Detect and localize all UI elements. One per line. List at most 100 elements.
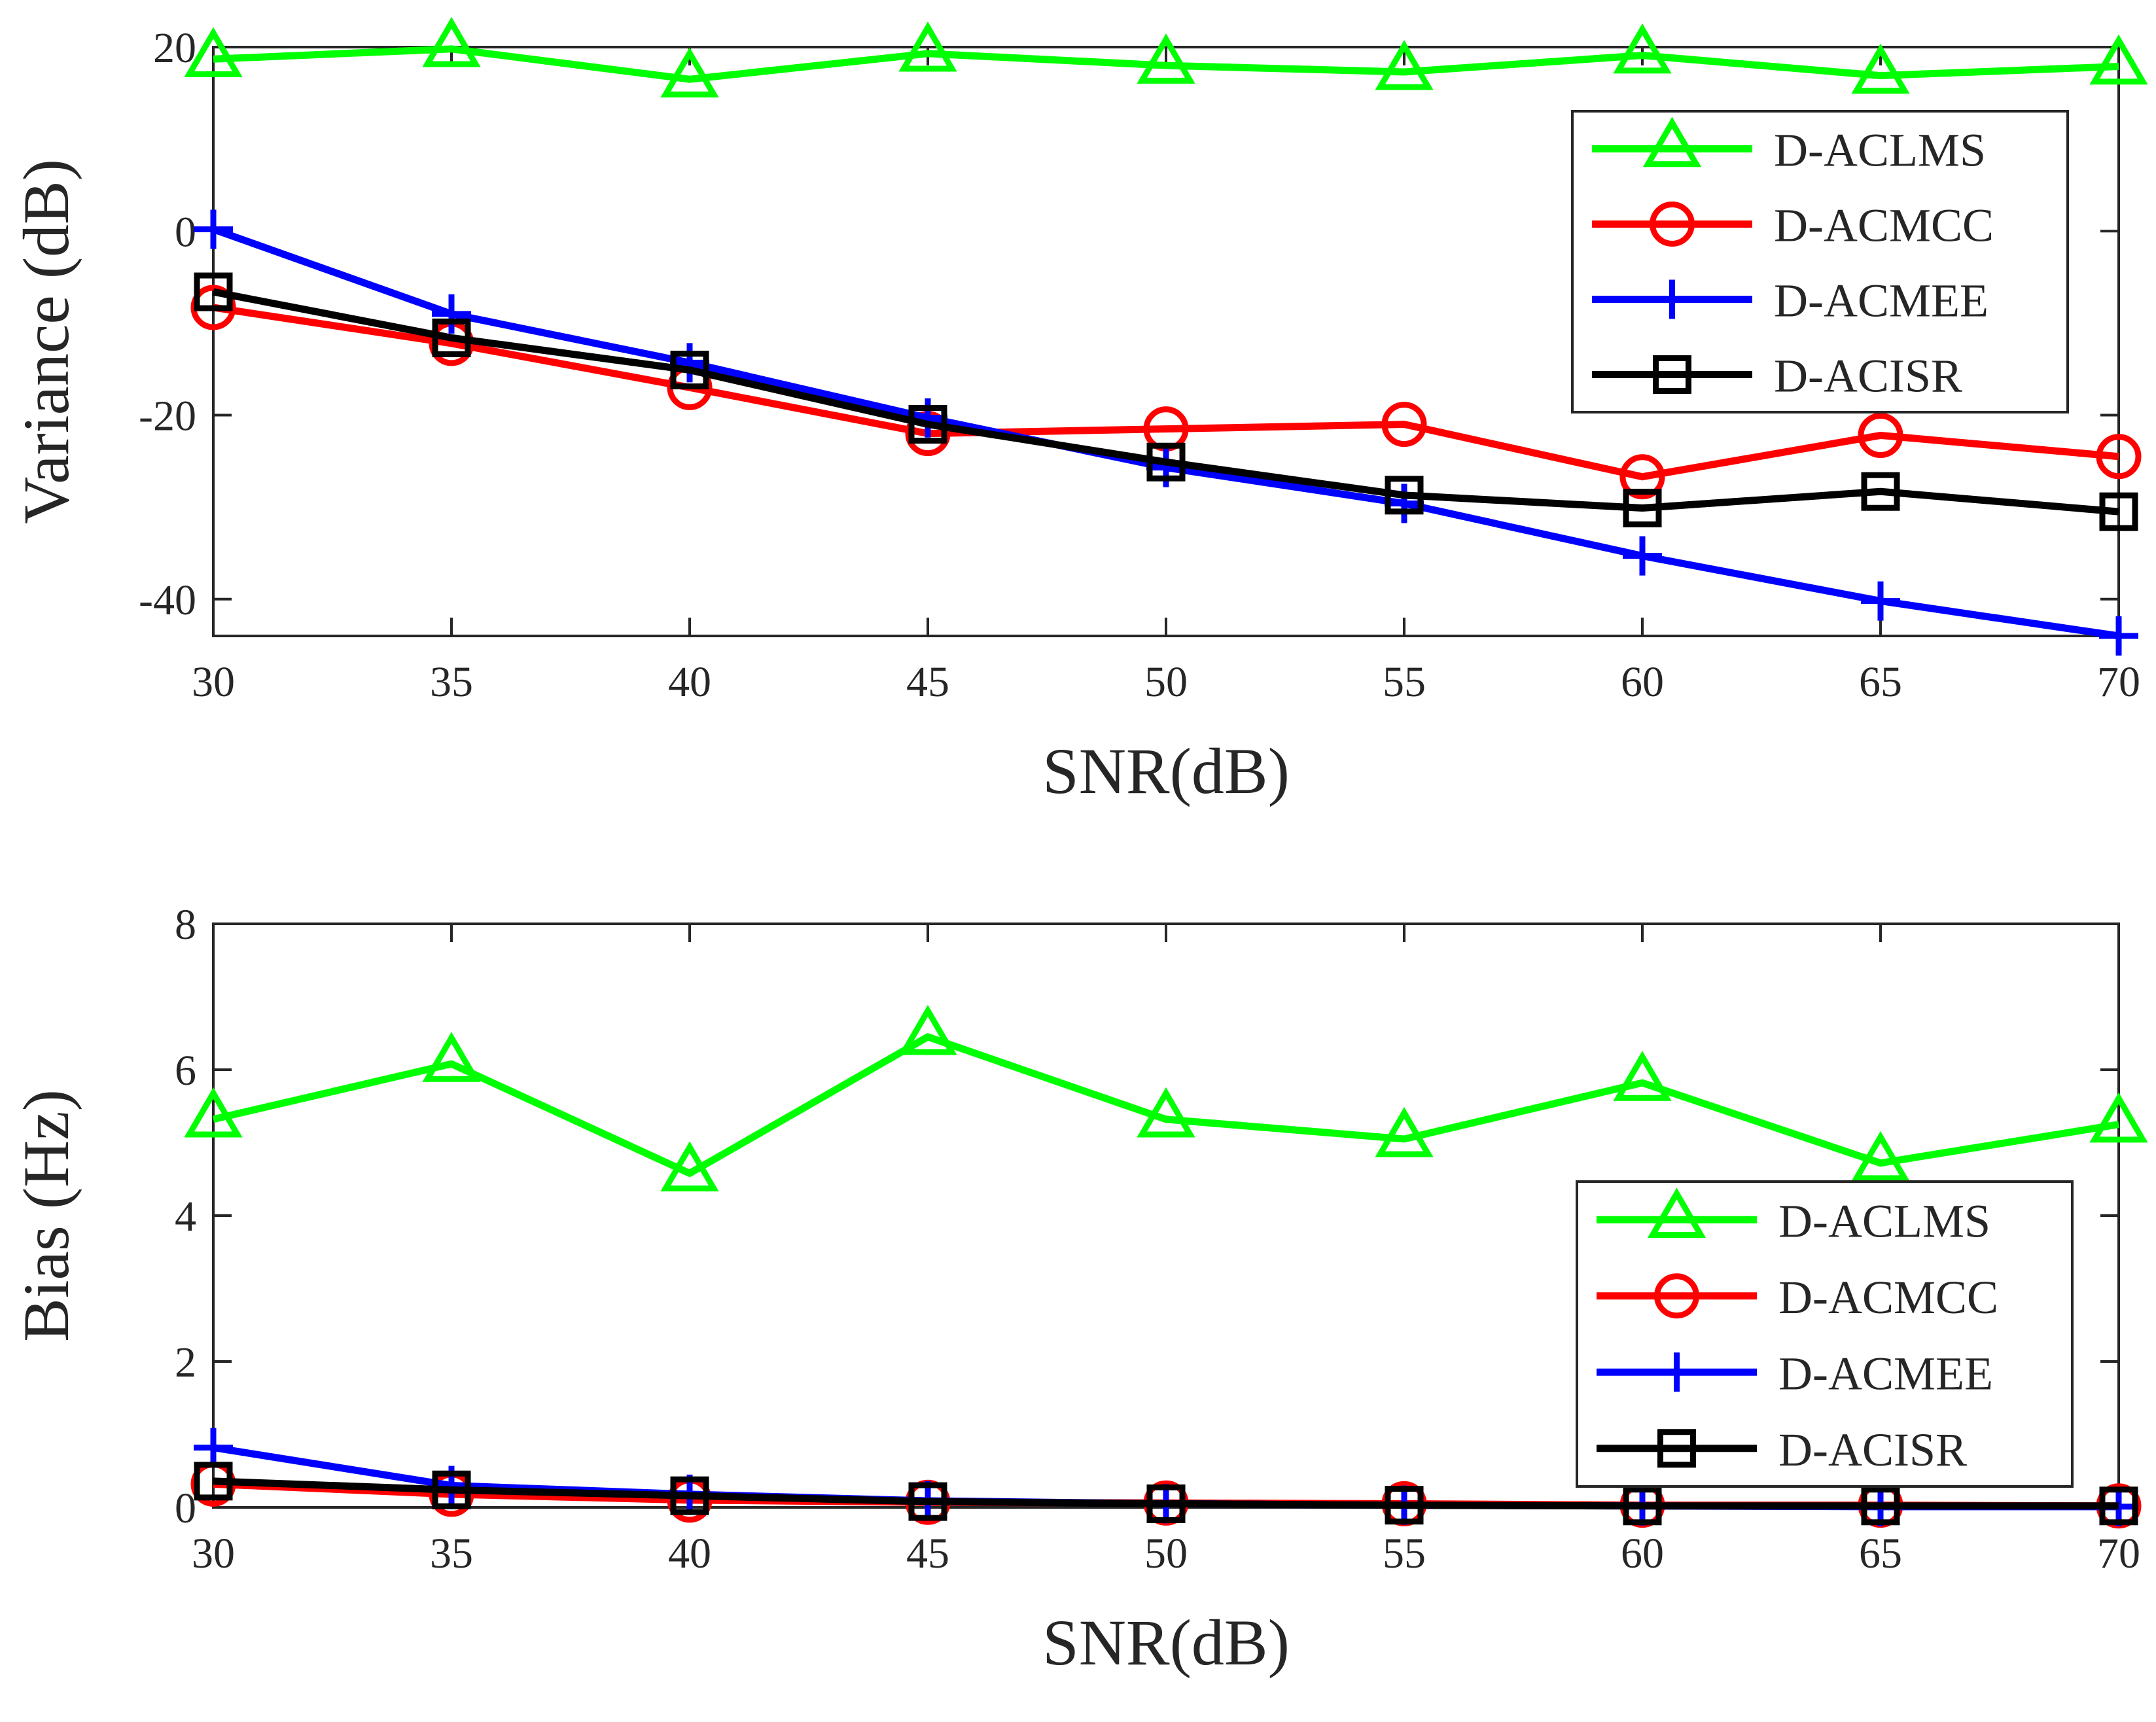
- data-point-d-aclms: [422, 1032, 481, 1082]
- y-tick-label: 0: [175, 208, 196, 256]
- legend-label-d-acmee: D-ACMEE: [1778, 1347, 1993, 1399]
- x-tick-label: 70: [2097, 1530, 2140, 1577]
- x-axis-label: SNR(dB): [1042, 735, 1290, 807]
- data-point-d-acmee: [2099, 616, 2138, 656]
- data-point-d-aclms: [1375, 40, 1434, 90]
- data-point-d-acisr: [1385, 1486, 1424, 1525]
- data-point-d-acisr: [908, 1482, 947, 1521]
- series-line-d-acisr: [212, 288, 2119, 516]
- data-point-d-aclms: [184, 1087, 243, 1138]
- legend-marker-d-acmee: [1657, 1352, 1697, 1392]
- x-tick-label: 60: [1621, 658, 1664, 706]
- x-tick-label: 50: [1144, 658, 1188, 706]
- legend-label-d-aclms: D-ACLMS: [1774, 124, 1986, 177]
- data-point-d-aclms: [1375, 1106, 1434, 1157]
- legend-marker-d-acmee: [1652, 279, 1692, 319]
- series-d-aclms: [184, 1004, 2148, 1192]
- legend-label-d-acisr: D-ACISR: [1778, 1424, 1967, 1476]
- legend-marker-d-acisr: [1653, 355, 1691, 394]
- data-point-d-acisr: [908, 405, 947, 444]
- x-tick-label: 30: [192, 1530, 235, 1577]
- data-point-d-acisr: [194, 272, 233, 311]
- y-tick-label: -20: [139, 393, 196, 440]
- data-point-d-aclms: [1851, 43, 1910, 94]
- legend: D-ACLMS D-ACMCC D-ACMEE D-ACISR: [1571, 110, 2069, 413]
- data-point-d-acmcc: [1619, 454, 1665, 500]
- data-point-d-acmcc: [1858, 412, 1903, 458]
- legend-marker-d-acisr: [1657, 1429, 1696, 1468]
- data-point-d-acmcc: [2096, 434, 2142, 480]
- data-point-d-aclms: [1613, 23, 1672, 74]
- data-point-d-acmcc: [190, 285, 236, 330]
- legend-label-d-acmee: D-ACMEE: [1774, 275, 1988, 327]
- data-point-d-acmee: [670, 343, 709, 383]
- y-tick-label: 2: [175, 1339, 196, 1386]
- legend-marker-d-aclms: [1642, 116, 1702, 167]
- data-point-d-aclms: [660, 47, 719, 97]
- legend-label-d-acisr: D-ACISR: [1774, 350, 1962, 402]
- data-point-d-aclms: [422, 16, 481, 67]
- legend-marker-d-acmcc: [1654, 1273, 1699, 1319]
- data-point-d-acmee: [1385, 483, 1424, 523]
- x-tick-label: 65: [1859, 658, 1902, 706]
- data-point-d-aclms: [1137, 1087, 1195, 1138]
- x-tick-label: 40: [668, 1530, 711, 1577]
- data-point-d-acisr: [2099, 1486, 2138, 1526]
- data-point-d-acisr: [1861, 1486, 1900, 1526]
- y-tick-label: 20: [153, 24, 196, 72]
- series-d-aclms: [184, 16, 2148, 97]
- legend-marker-d-acmcc: [1650, 202, 1695, 247]
- data-point-d-aclms: [2089, 1092, 2148, 1143]
- x-tick-label: 40: [668, 658, 711, 706]
- data-point-d-acmee: [432, 294, 471, 334]
- y-axis-label: Bias (Hz): [10, 1089, 82, 1342]
- data-point-d-aclms: [898, 1004, 957, 1055]
- series-d-acisr: [194, 1462, 2138, 1526]
- series-line-d-aclms: [213, 45, 2119, 83]
- data-point-d-acisr: [2099, 492, 2138, 531]
- legend: D-ACLMS D-ACMCC D-ACMEE D-ACISR: [1576, 1180, 2074, 1488]
- data-point-d-aclms: [1851, 1131, 1910, 1182]
- x-tick-label: 35: [430, 658, 473, 706]
- data-point-d-aclms: [660, 1141, 719, 1192]
- x-tick-label: 70: [2097, 658, 2140, 706]
- x-tick-label: 55: [1383, 658, 1426, 706]
- x-tick-label: 50: [1144, 1530, 1188, 1577]
- data-point-d-acisr: [432, 1470, 471, 1509]
- legend-label-d-acmcc: D-ACMCC: [1774, 200, 1994, 252]
- data-point-d-aclms: [898, 21, 957, 72]
- legend-marker-d-aclms: [1647, 1187, 1706, 1238]
- data-point-d-acisr: [1861, 472, 1900, 511]
- y-axis-label: Variance (dB): [10, 159, 82, 524]
- x-tick-label: 55: [1383, 1530, 1426, 1577]
- x-tick-label: 65: [1859, 1530, 1902, 1577]
- y-tick-label: 8: [175, 901, 196, 949]
- data-point-d-acmee: [1623, 536, 1662, 576]
- y-tick-label: 6: [175, 1047, 196, 1095]
- series-line-d-acmcc: [213, 304, 2119, 481]
- data-point-d-acmee: [1861, 581, 1900, 621]
- data-point-d-aclms: [184, 27, 243, 77]
- data-point-d-acisr: [1146, 1484, 1186, 1523]
- y-tick-label: -40: [139, 576, 196, 624]
- series-line-d-aclms: [212, 1033, 2119, 1177]
- data-point-d-acisr: [1385, 476, 1424, 515]
- data-point-d-acisr: [1623, 489, 1662, 528]
- legend-label-d-acmcc: D-ACMCC: [1778, 1271, 1998, 1324]
- chart-1: 30 35 40 45 50 55 60 65 70 -40 -20 0 20 SNR(dB) Varian…: [10, 16, 2148, 807]
- x-tick-label: 35: [430, 1530, 473, 1577]
- data-point-d-acisr: [432, 318, 471, 357]
- data-point-d-acmee: [194, 1428, 233, 1467]
- y-tick-label: 4: [175, 1193, 196, 1240]
- x-tick-label: 60: [1621, 1530, 1664, 1577]
- data-point-d-aclms: [1613, 1051, 1672, 1101]
- x-tick-label: 45: [906, 1530, 949, 1577]
- series-line-d-acisr: [213, 1477, 2119, 1510]
- x-axis-label: SNR(dB): [1042, 1606, 1290, 1679]
- data-point-d-acmcc: [1381, 402, 1427, 448]
- x-tick-label: 30: [192, 658, 235, 706]
- data-point-d-aclms: [2089, 34, 2148, 85]
- data-point-d-acisr: [670, 1476, 709, 1515]
- data-point-d-aclms: [1137, 33, 1195, 84]
